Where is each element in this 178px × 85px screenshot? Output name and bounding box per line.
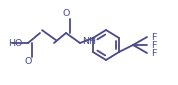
Text: NH: NH <box>82 37 96 46</box>
Text: F: F <box>151 40 156 49</box>
Text: O: O <box>62 10 70 19</box>
Text: O: O <box>24 57 32 66</box>
Text: F: F <box>151 49 156 57</box>
Text: F: F <box>151 32 156 41</box>
Text: HO: HO <box>8 39 22 48</box>
